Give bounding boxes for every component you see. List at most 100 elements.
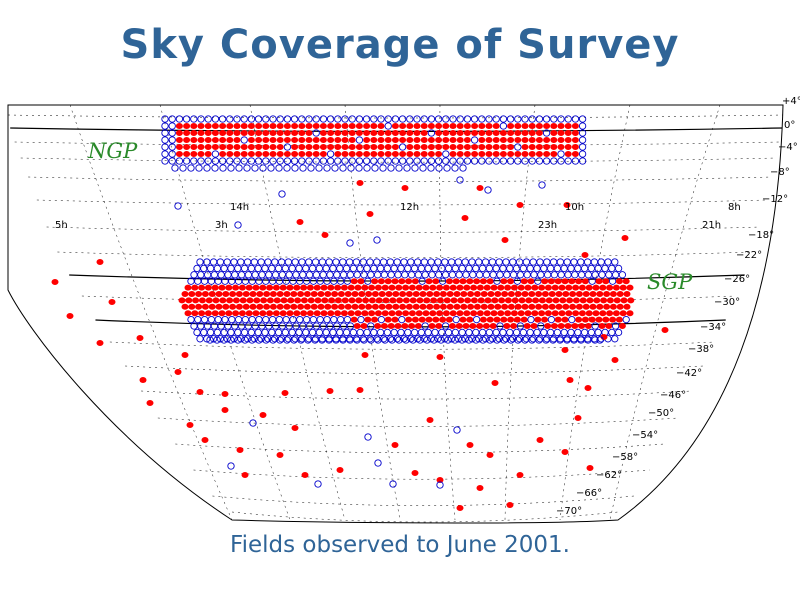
- planned-field: [535, 157, 544, 165]
- planned-field: [254, 328, 262, 337]
- planned-field: [315, 328, 324, 337]
- observed-field: [489, 323, 497, 329]
- planned-field: [499, 264, 507, 273]
- planned-field: [283, 115, 292, 123]
- observed-field: [253, 297, 261, 304]
- observed-field: [298, 130, 306, 136]
- observed-field: [391, 137, 399, 143]
- planned-field: [444, 336, 452, 344]
- observed-field: [269, 137, 277, 143]
- planned-field: [538, 181, 546, 189]
- planned-field: [285, 271, 293, 279]
- planned-field: [570, 336, 578, 344]
- observed-field: [391, 278, 399, 285]
- observed-field: [401, 323, 409, 329]
- observed-field: [600, 334, 608, 340]
- observed-field: [290, 291, 298, 297]
- planned-field: [312, 157, 320, 165]
- planned-field: [407, 271, 416, 279]
- planned-field: [281, 264, 290, 273]
- observed-field: [535, 303, 543, 310]
- planned-field: [288, 328, 296, 337]
- observed-field: [471, 144, 479, 150]
- planned-field: [560, 328, 568, 337]
- planned-field: [265, 271, 273, 279]
- observed-field: [348, 151, 356, 157]
- planned-field: [227, 164, 235, 172]
- observed-field: [492, 144, 500, 150]
- observed-field: [240, 123, 248, 129]
- observed-field: [204, 137, 212, 143]
- observed-field: [528, 130, 536, 136]
- planned-field: [390, 264, 398, 273]
- planned-field: [486, 336, 494, 344]
- observed-field: [460, 291, 468, 297]
- planned-field: [438, 277, 447, 285]
- ra-line: [69, 104, 233, 521]
- planned-field: [588, 277, 596, 285]
- observed-field: [501, 303, 509, 310]
- observed-field: [290, 303, 298, 310]
- observed-field: [494, 303, 502, 310]
- planned-field: [563, 258, 571, 266]
- observed-field: [499, 144, 507, 150]
- planned-field: [339, 271, 348, 279]
- planned-field: [257, 258, 265, 266]
- observed-field: [374, 284, 382, 291]
- observed-field: [334, 123, 342, 129]
- observed-field: [190, 137, 198, 143]
- planned-field: [250, 258, 259, 266]
- observed-field: [204, 144, 212, 150]
- observed-field: [514, 151, 522, 157]
- observed-field: [405, 303, 413, 310]
- observed-field: [550, 323, 558, 329]
- observed-field: [571, 123, 579, 129]
- observed-field: [521, 151, 529, 157]
- observed-field: [272, 284, 280, 291]
- survey-fields: [51, 115, 669, 511]
- planned-field: [168, 122, 176, 130]
- observed-field: [363, 144, 371, 150]
- observed-field: [391, 151, 399, 157]
- planned-field: [331, 164, 339, 172]
- planned-field: [549, 258, 558, 266]
- planned-field: [168, 129, 176, 137]
- planned-field: [220, 336, 228, 344]
- observed-field: [341, 130, 349, 136]
- observed-field: [405, 291, 413, 297]
- observed-field: [232, 284, 240, 291]
- observed-field: [402, 297, 410, 304]
- observed-field: [548, 291, 556, 297]
- planned-field: [339, 258, 347, 266]
- planned-field: [535, 336, 543, 344]
- observed-field: [215, 303, 223, 310]
- observed-field: [66, 313, 74, 319]
- observed-field: [520, 278, 528, 285]
- observed-field: [427, 151, 435, 157]
- observed-field: [460, 303, 468, 310]
- planned-field: [456, 176, 464, 184]
- planned-field: [421, 322, 429, 330]
- observed-field: [327, 123, 335, 129]
- planned-field: [305, 271, 314, 279]
- observed-field: [426, 291, 434, 297]
- observed-field: [201, 303, 209, 310]
- observed-field: [192, 297, 200, 304]
- observed-field: [572, 310, 580, 317]
- observed-field: [439, 291, 447, 297]
- observed-field: [620, 297, 628, 304]
- observed-field: [201, 291, 209, 297]
- observed-field: [298, 151, 306, 157]
- observed-field: [391, 130, 399, 136]
- observed-field: [538, 284, 546, 291]
- planned-field: [499, 122, 508, 130]
- planned-field: [463, 115, 472, 123]
- observed-field: [321, 297, 329, 304]
- planned-field: [430, 336, 438, 344]
- observed-field: [222, 303, 230, 310]
- planned-field: [478, 157, 486, 165]
- observed-field: [473, 291, 481, 297]
- planned-field: [502, 258, 510, 266]
- planned-field: [506, 328, 514, 337]
- observed-field: [356, 180, 364, 186]
